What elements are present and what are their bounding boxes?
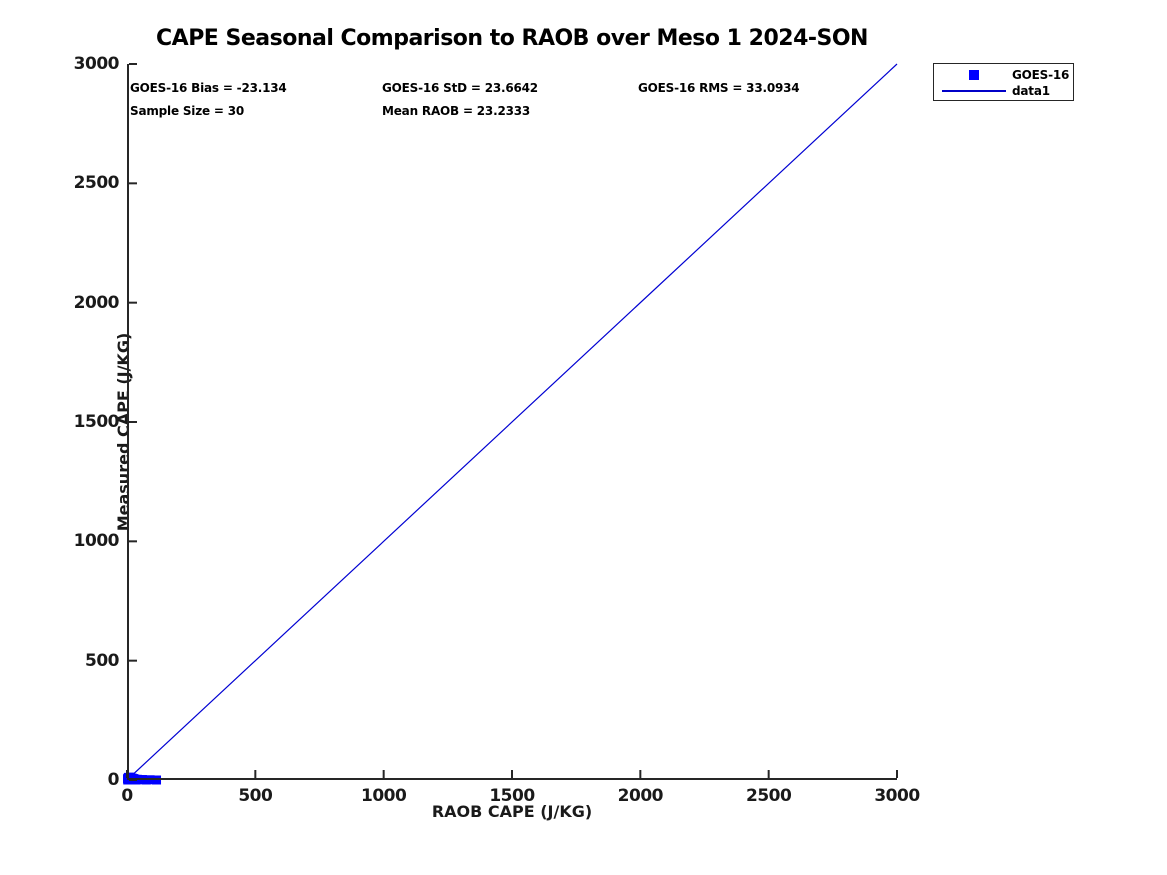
stat-rms: GOES-16 RMS = 33.0934 xyxy=(638,81,800,95)
y-tick-label: 2500 xyxy=(73,173,120,194)
y-tick-label: 0 xyxy=(107,770,120,790)
legend-line-marker-icon xyxy=(942,90,1006,92)
x-tick-label: 1000 xyxy=(360,786,407,806)
y-tick-label: 3000 xyxy=(73,54,120,74)
x-tick-label: 2500 xyxy=(745,786,792,806)
x-tick-label: 3000 xyxy=(874,786,920,806)
axis-spines xyxy=(127,64,897,780)
legend-label: GOES-16 xyxy=(1012,68,1070,82)
x-axis-title: RAOB CAPE (J/KG) xyxy=(431,802,593,821)
x-tick-label: 2000 xyxy=(617,786,664,806)
legend-entry-data1: data1 xyxy=(934,82,1073,99)
legend-box: GOES-16 data1 xyxy=(933,63,1074,101)
stat-sample-size: Sample Size = 30 xyxy=(130,104,245,118)
legend-label: data1 xyxy=(1012,84,1050,98)
stat-bias: GOES-16 Bias = -23.134 xyxy=(130,81,287,95)
legend-entry-goes16: GOES-16 xyxy=(934,66,1073,83)
y-tick-label: 1500 xyxy=(73,412,120,432)
y-tick-label: 2000 xyxy=(73,292,120,313)
stat-std: GOES-16 StD = 23.6642 xyxy=(382,81,538,95)
x-tick-label: 1500 xyxy=(489,786,535,806)
chart-title: CAPE Seasonal Comparison to RAOB over Me… xyxy=(156,26,868,51)
y-tick-label: 1000 xyxy=(73,531,120,552)
legend-square-marker-icon xyxy=(969,70,979,80)
plot-svg xyxy=(123,63,898,785)
plot-area: 0 500 1000 1500 2000 2500 3000 0 500 1000 1500 200… xyxy=(74,54,920,806)
stat-mean-raob: Mean RAOB = 23.2333 xyxy=(382,104,531,118)
x-tick-label: 0 xyxy=(121,786,133,806)
x-tick-label: 500 xyxy=(238,786,273,806)
y-tick-label: 500 xyxy=(85,650,120,671)
identity-line-data1 xyxy=(126,63,898,781)
